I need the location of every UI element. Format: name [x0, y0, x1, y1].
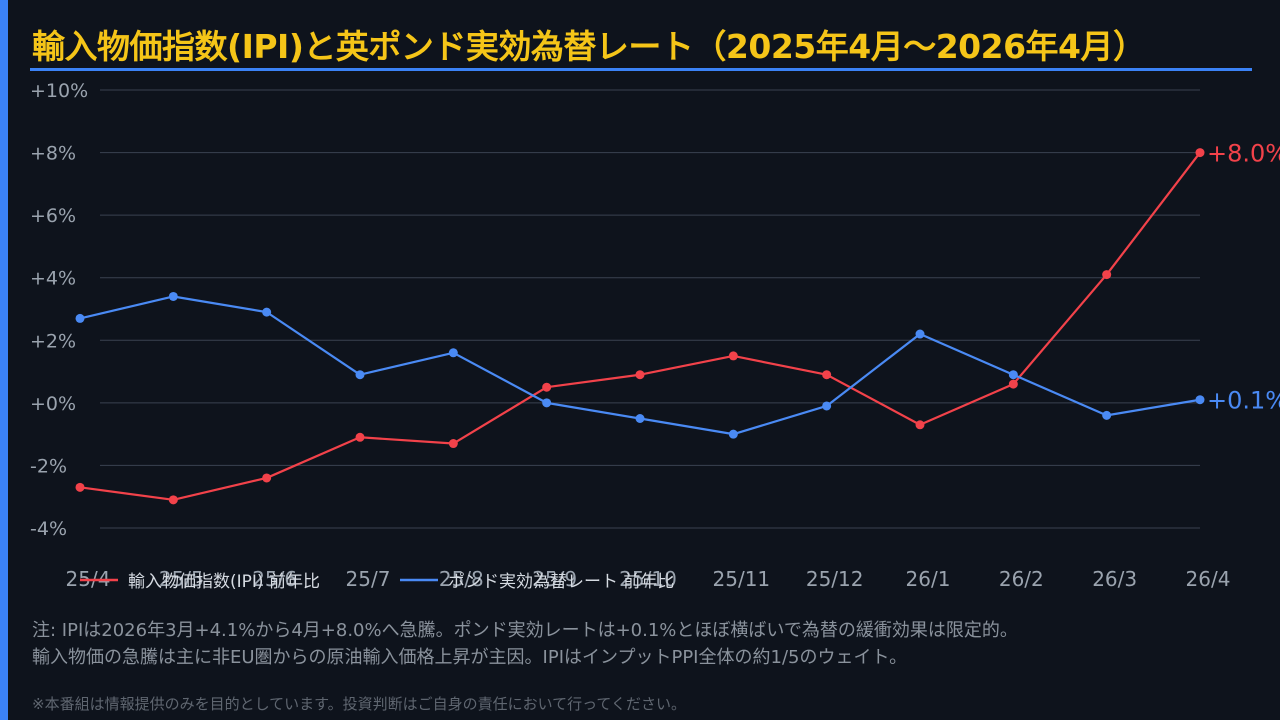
data-point — [635, 370, 645, 380]
data-point — [822, 401, 832, 411]
data-point — [448, 439, 458, 449]
legend: 輸入物価指数(IPI) 前年比 ポンド実効為替レート 前年比 — [80, 572, 674, 592]
x-tick-label: 26/3 — [1092, 567, 1137, 591]
data-point — [915, 329, 925, 339]
y-tick-label: +0% — [30, 393, 76, 415]
data-point — [355, 370, 365, 380]
x-tick-label: 26/1 — [906, 567, 951, 591]
data-point — [168, 495, 178, 505]
chart-note: 注: IPIは2026年3月+4.1%から4月+8.0%へ急騰。ポンド実効レート… — [32, 617, 1018, 671]
data-point — [1008, 379, 1018, 389]
data-point — [822, 370, 832, 380]
note-line-1: 注: IPIは2026年3月+4.1%から4月+8.0%へ急騰。ポンド実効レート… — [32, 620, 1018, 641]
data-point — [542, 398, 552, 408]
x-tick-label: 26/2 — [999, 567, 1044, 591]
disclaimer: ※本番組は情報提供のみを目的としています。投資判断はご自身の責任において行ってく… — [32, 695, 686, 713]
x-tick-label: 25/8 — [439, 567, 484, 591]
title-underline — [30, 68, 1252, 71]
data-point — [1102, 270, 1112, 280]
end-value-label: +0.1% — [1207, 387, 1280, 415]
series-lines: +8.0% +0.1% — [75, 140, 1280, 505]
y-tick-label: +4% — [30, 268, 76, 290]
legend-label: ポンド実効為替レート 前年比 — [448, 572, 674, 592]
end-value-label: +8.0% — [1207, 140, 1280, 168]
accent-bar — [0, 0, 8, 720]
x-tick-label: 26/4 — [1186, 567, 1231, 591]
chart-title: 輸入物価指数(IPI)と英ポンド実効為替レート（2025年4月〜2026年4月） — [32, 27, 1146, 66]
data-point — [1008, 370, 1018, 380]
data-point — [915, 420, 925, 430]
y-tick-label: +6% — [30, 205, 76, 227]
data-point — [1102, 410, 1112, 420]
series-line — [79, 295, 1201, 436]
x-tick-label: 25/12 — [806, 567, 864, 591]
y-tick-label: +10% — [30, 80, 88, 102]
legend-label: 輸入物価指数(IPI) 前年比 — [128, 572, 320, 592]
data-point — [635, 414, 645, 423]
x-tick-label: 25/11 — [713, 567, 771, 591]
data-point — [1195, 395, 1205, 405]
y-axis-ticks: +10% +8% +6% +4% +2% +0% -2% -4% — [30, 80, 88, 540]
data-point — [542, 382, 552, 392]
line-chart: +10%+8%+6%+4%+2%+0%-2%-4% 25/4 25/5 25/6 25… — [30, 80, 1280, 592]
data-point — [262, 473, 272, 483]
series-1: +0.1% — [75, 291, 1280, 439]
legend-item: 輸入物価指数(IPI) 前年比 — [80, 572, 320, 592]
x-tick-label: 25/6 — [252, 567, 297, 591]
y-tick-label: -2% — [30, 455, 67, 477]
data-point — [168, 291, 178, 301]
grid — [100, 89, 1200, 529]
y-tick-label: +8% — [30, 143, 76, 165]
data-point — [355, 432, 365, 442]
data-point — [1195, 148, 1205, 158]
x-tick-label: 25/7 — [346, 567, 391, 591]
note-line-2: 輸入物価の急騰は主に非EU圏からの原油輸入価格上昇が主因。IPIはインプットPP… — [32, 647, 908, 668]
series-0: +8.0% — [75, 140, 1280, 505]
data-point — [728, 351, 738, 361]
x-axis-ticks: 25/4 25/5 25/6 25/7 25/8 25/9 25/10 25/11 25/12 2… — [66, 567, 1231, 591]
x-tick-label: 25/10 — [619, 567, 677, 591]
data-point — [262, 307, 272, 317]
y-tick-label: -4% — [30, 518, 67, 540]
y-tick-label: +2% — [30, 330, 76, 352]
data-point — [728, 429, 738, 439]
data-point — [448, 348, 458, 358]
legend-item: ポンド実効為替レート 前年比 — [400, 572, 674, 592]
x-tick-label: 25/5 — [159, 567, 204, 591]
data-point — [75, 313, 85, 323]
series-line — [79, 151, 1201, 501]
data-point — [75, 482, 85, 492]
x-tick-label: 25/9 — [532, 567, 577, 591]
